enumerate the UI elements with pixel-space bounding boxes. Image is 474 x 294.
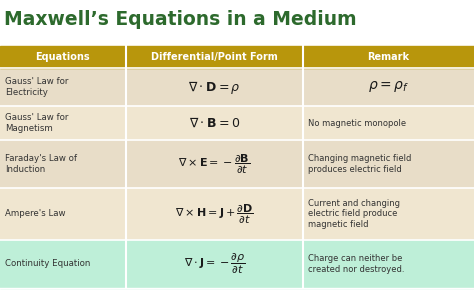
Text: Changing magnetic field
produces electric field: Changing magnetic field produces electri… xyxy=(309,154,412,174)
Bar xyxy=(303,240,474,288)
Bar xyxy=(126,68,303,106)
Bar xyxy=(126,106,303,140)
Bar xyxy=(303,46,474,68)
Text: Charge can neither be
created nor destroyed.: Charge can neither be created nor destro… xyxy=(309,254,405,274)
Bar xyxy=(303,106,474,140)
Bar xyxy=(0,106,126,140)
Bar xyxy=(303,140,474,188)
Text: Maxwell’s Equations in a Medium: Maxwell’s Equations in a Medium xyxy=(4,10,356,29)
Bar xyxy=(0,188,126,240)
Text: Ampere's Law: Ampere's Law xyxy=(5,210,65,218)
Text: Gauss' Law for
Magnetism: Gauss' Law for Magnetism xyxy=(5,113,68,133)
Text: $\nabla \cdot \mathbf{J} = -\dfrac{\partial \rho}{\partial t}$: $\nabla \cdot \mathbf{J} = -\dfrac{\part… xyxy=(184,252,245,276)
Bar xyxy=(126,140,303,188)
Bar xyxy=(303,68,474,106)
Text: Differential/Point Form: Differential/Point Form xyxy=(151,52,278,62)
Bar xyxy=(0,140,126,188)
Bar xyxy=(0,240,126,288)
Text: Continuity Equation: Continuity Equation xyxy=(5,260,91,268)
Text: $\nabla \cdot \mathbf{D} = \rho$: $\nabla \cdot \mathbf{D} = \rho$ xyxy=(188,78,241,96)
Text: Gauss' Law for
Electricity: Gauss' Law for Electricity xyxy=(5,77,68,97)
Bar xyxy=(0,46,126,68)
Bar xyxy=(126,240,303,288)
Text: Remark: Remark xyxy=(368,52,410,62)
Text: Faraday's Law of
Induction: Faraday's Law of Induction xyxy=(5,154,77,174)
Text: No magnetic monopole: No magnetic monopole xyxy=(309,118,407,128)
Text: $\nabla \times \mathbf{H} = \mathbf{J} + \dfrac{\partial \mathbf{D}}{\partial t}: $\nabla \times \mathbf{H} = \mathbf{J} +… xyxy=(175,202,254,226)
Bar xyxy=(126,46,303,68)
Text: Current and changing
electric field produce
magnetic field: Current and changing electric field prod… xyxy=(309,199,401,229)
Text: Equations: Equations xyxy=(36,52,90,62)
Bar xyxy=(126,188,303,240)
Text: $\rho = \rho_f$: $\rho = \rho_f$ xyxy=(368,79,410,94)
Text: $\nabla \cdot \mathbf{B} = 0$: $\nabla \cdot \mathbf{B} = 0$ xyxy=(189,116,240,130)
Text: $\nabla \times \mathbf{E} = -\dfrac{\partial \mathbf{B}}{\partial t}$: $\nabla \times \mathbf{E} = -\dfrac{\par… xyxy=(178,152,251,176)
Bar xyxy=(0,68,126,106)
Bar xyxy=(303,188,474,240)
